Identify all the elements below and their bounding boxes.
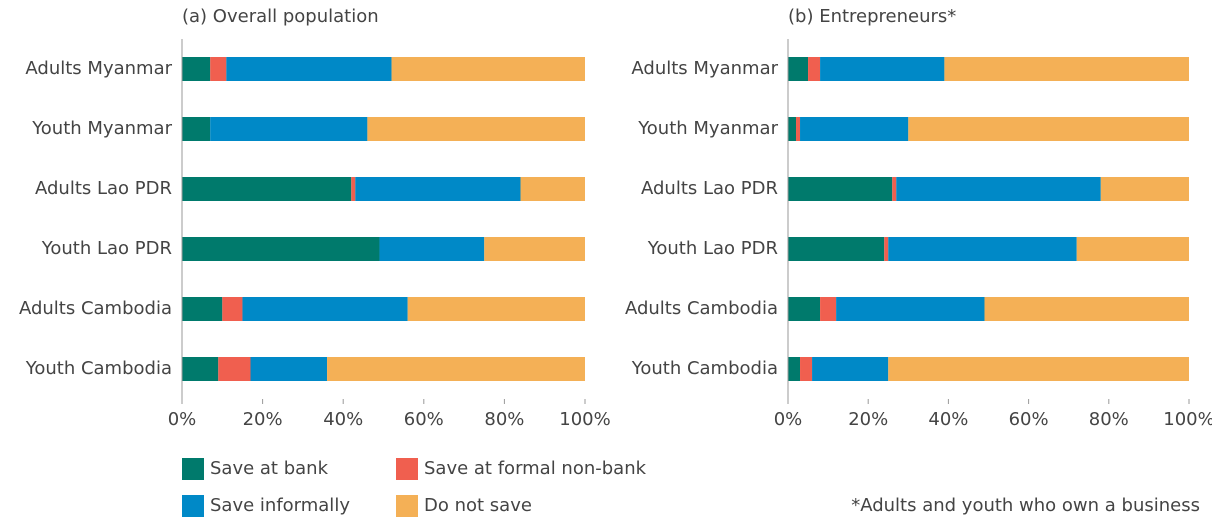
legend-label: Save at formal non-bank: [424, 458, 647, 479]
legend-label: Do not save: [424, 495, 532, 516]
bar-segment: [888, 237, 1077, 261]
bar-segment: [800, 357, 813, 381]
bar-segment: [484, 237, 585, 261]
bar-segment: [788, 357, 801, 381]
x-tick-label: 100%: [559, 409, 610, 430]
bar-segment: [520, 177, 585, 201]
legend-label: Save informally: [210, 495, 350, 516]
bar-segment: [210, 57, 227, 81]
bar-segment: [391, 57, 585, 81]
category-label: Adults Lao PDR: [641, 178, 778, 199]
x-tick-label: 20%: [848, 409, 888, 430]
x-tick-label: 60%: [1009, 409, 1049, 430]
bar-segment: [888, 357, 1189, 381]
bar-segment: [908, 117, 1189, 141]
category-label: Adults Myanmar: [631, 58, 778, 79]
bar-segment: [808, 57, 821, 81]
bar-segment: [788, 177, 893, 201]
x-tick-label: 40%: [323, 409, 363, 430]
legend-label: Save at bank: [210, 458, 329, 479]
bar-segment: [355, 177, 521, 201]
bar-segment: [407, 297, 585, 321]
bar-segment: [788, 237, 885, 261]
bar-segment: [820, 57, 945, 81]
bar-segment: [944, 57, 1189, 81]
x-tick-label: 0%: [168, 409, 197, 430]
x-tick-label: 20%: [243, 409, 283, 430]
bar-segment: [788, 117, 797, 141]
x-tick-label: 0%: [774, 409, 803, 430]
bar-segment: [884, 237, 889, 261]
category-label: Adults Cambodia: [19, 298, 172, 319]
x-tick-label: 80%: [484, 409, 524, 430]
bar-segment: [250, 357, 328, 381]
bar-segment: [800, 117, 909, 141]
bar-segment: [182, 237, 380, 261]
bar-segment: [182, 357, 219, 381]
chart-title: (b) Entrepreneurs*: [788, 6, 956, 27]
category-label: Youth Lao PDR: [41, 238, 172, 259]
bar-segment: [896, 177, 1101, 201]
bar-segment: [327, 357, 585, 381]
bar-segment: [182, 117, 211, 141]
x-tick-label: 100%: [1163, 409, 1212, 430]
legend-swatch: [182, 458, 204, 480]
bar-segment: [351, 177, 356, 201]
legend-swatch: [396, 458, 418, 480]
category-label: Youth Lao PDR: [647, 238, 778, 259]
bar-segment: [892, 177, 897, 201]
bar-segment: [367, 117, 585, 141]
bar-segment: [788, 297, 821, 321]
bar-segment: [1076, 237, 1189, 261]
bar-segment: [796, 117, 801, 141]
bar-segment: [226, 57, 392, 81]
bar-segment: [1100, 177, 1189, 201]
x-tick-label: 60%: [404, 409, 444, 430]
x-tick-label: 80%: [1089, 409, 1129, 430]
bar-segment: [820, 297, 837, 321]
category-label: Youth Cambodia: [25, 358, 172, 379]
legend-swatch: [182, 495, 204, 517]
bar-segment: [210, 117, 368, 141]
bar-segment: [218, 357, 251, 381]
category-label: Adults Lao PDR: [35, 178, 172, 199]
category-label: Youth Myanmar: [31, 118, 172, 139]
bar-segment: [182, 177, 352, 201]
legend-swatch: [396, 495, 418, 517]
bar-segment: [222, 297, 243, 321]
category-label: Adults Myanmar: [25, 58, 172, 79]
bar-segment: [182, 297, 223, 321]
footnote: *Adults and youth who own a business: [851, 495, 1200, 516]
category-label: Youth Cambodia: [631, 358, 778, 379]
bar-segment: [812, 357, 889, 381]
category-label: Adults Cambodia: [625, 298, 778, 319]
bar-segment: [379, 237, 485, 261]
bar-segment: [182, 57, 211, 81]
bar-segment: [984, 297, 1189, 321]
bar-segment: [836, 297, 985, 321]
bar-segment: [242, 297, 408, 321]
bar-segment: [788, 57, 809, 81]
x-tick-label: 40%: [928, 409, 968, 430]
category-label: Youth Myanmar: [637, 118, 778, 139]
chart-title: (a) Overall population: [182, 6, 379, 27]
